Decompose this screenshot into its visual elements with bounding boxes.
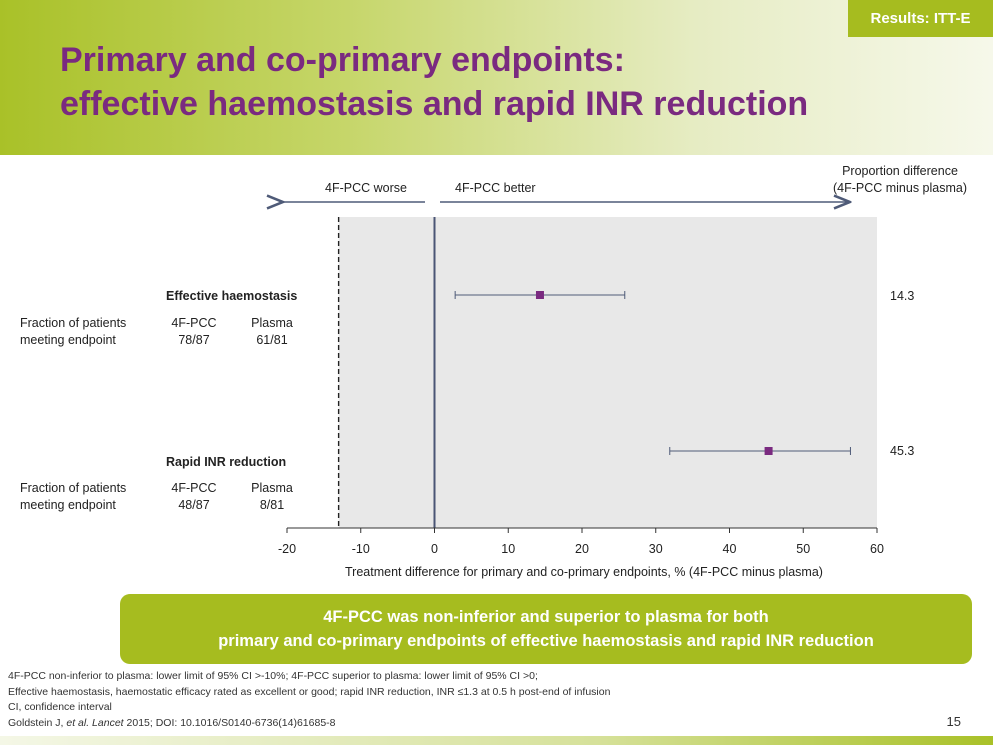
- arm-label: Plasma: [251, 481, 293, 495]
- reference-doi: 2015; DOI: 10.1016/S0140-6736(14)61685-8: [123, 716, 336, 729]
- conclusion-line-1: 4F-PCC was non-inferior and superior to …: [323, 608, 769, 626]
- forest-plot-svg: -20 -10 0 10 20 30 40 50 60: [0, 155, 884, 556]
- right-header-1: Proportion difference: [842, 164, 958, 178]
- x-axis-label: Treatment difference for primary and co-…: [345, 565, 823, 579]
- conclusion-line-2: primary and co-primary endpoints of effe…: [218, 632, 874, 650]
- endpoint-name: Effective haemostasis: [166, 289, 298, 303]
- x-tick-label: 40: [723, 542, 737, 556]
- point-estimate: [535, 291, 544, 299]
- fraction-label: meeting endpoint: [20, 498, 116, 512]
- footnote-reference: Goldstein J, et al. Lancet 2015; DOI: 10…: [8, 716, 610, 732]
- arm-value: 8/81: [259, 498, 285, 512]
- arm-label: Plasma: [251, 316, 293, 330]
- footnotes: 4F-PCC non-inferior to plasma: lower lim…: [8, 669, 610, 731]
- arm-label: 4F-PCC: [171, 316, 217, 330]
- reference-journal: et al. Lancet: [66, 716, 124, 729]
- title-line-2: effective haemostasis and rapid INR redu…: [60, 85, 809, 123]
- worse-label: 4F-PCC worse: [325, 181, 407, 195]
- x-tick-label: 0: [431, 542, 438, 556]
- footnote-3: CI, confidence interval: [8, 701, 112, 713]
- endpoint-name: Rapid INR reduction: [166, 455, 287, 469]
- forest-plot: -20 -10 0 10 20 30 40 50 60 4F-PCC worse 4F-PCC …: [0, 155, 993, 585]
- fraction-label: Fraction of patients: [20, 481, 127, 495]
- footer-band: [0, 736, 993, 745]
- fraction-label: Fraction of patients: [20, 316, 127, 330]
- page-number: 15: [946, 714, 961, 729]
- x-tick-label: 30: [649, 542, 663, 556]
- footnote-2: Effective haemostasis, haemostatic effic…: [8, 685, 611, 698]
- difference-value: 45.3: [890, 444, 915, 458]
- title-line-1: Primary and co-primary endpoints:: [60, 41, 625, 79]
- arm-label: 4F-PCC: [171, 481, 217, 495]
- arm-value: 78/87: [178, 333, 210, 347]
- x-tick-label: 10: [501, 542, 515, 556]
- x-tick-label: 50: [796, 542, 810, 556]
- arm-value: 48/87: [178, 498, 210, 512]
- footnote-1: 4F-PCC non-inferior to plasma: lower lim…: [8, 670, 538, 682]
- reference-author: Goldstein J,: [8, 716, 67, 729]
- header-band: [0, 0, 993, 155]
- right-header-2: (4F-PCC minus plasma): [832, 181, 968, 195]
- x-tick-label: -20: [278, 542, 296, 556]
- fraction-label: meeting endpoint: [20, 333, 116, 347]
- better-label: 4F-PCC better: [455, 181, 536, 195]
- x-tick-label: 60: [870, 542, 884, 556]
- x-tick-label: -10: [352, 542, 370, 556]
- x-tick-label: 20: [575, 542, 589, 556]
- section-badge: Results: ITT-E: [848, 0, 993, 37]
- difference-value: 14.3: [890, 289, 915, 303]
- slide-title: Primary and co-primary endpoints: effect…: [60, 38, 808, 126]
- arm-value: 61/81: [256, 333, 288, 347]
- conclusion-box: 4F-PCC was non-inferior and superior to …: [120, 594, 972, 664]
- point-estimate: [764, 447, 773, 455]
- shaded-region: [338, 217, 877, 528]
